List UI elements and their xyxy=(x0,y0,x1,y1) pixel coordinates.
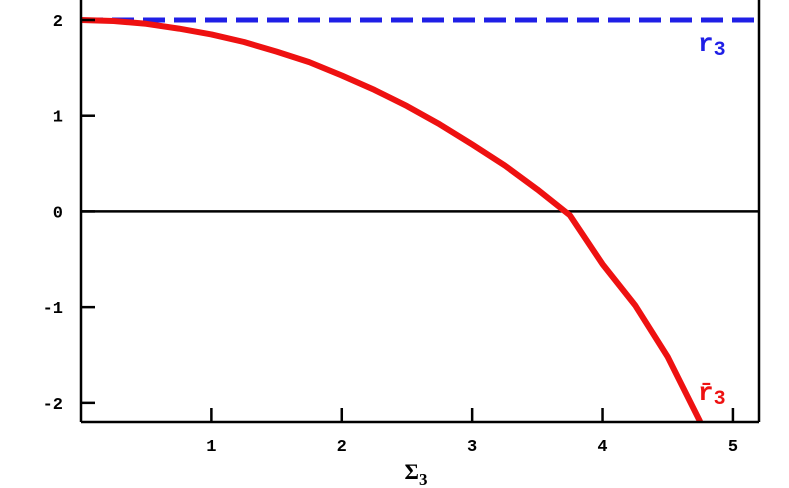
y-tick-label: -1 xyxy=(43,300,63,319)
series-label-main: r̄ xyxy=(698,378,714,408)
series-label-subscript: 3 xyxy=(714,39,726,62)
x-axis-title-subscript: 3 xyxy=(419,470,428,488)
x-tick-label: 4 xyxy=(597,438,607,457)
y-tick-label: 2 xyxy=(53,13,63,32)
series-label-subscript: 3 xyxy=(714,388,726,411)
series-label-main: r xyxy=(698,29,714,59)
y-tick-label: 1 xyxy=(53,109,63,128)
series-label-0: r3 xyxy=(698,29,726,62)
x-tick-label: 5 xyxy=(728,438,738,457)
y-tick-label: 0 xyxy=(53,204,63,223)
x-tick-label: 3 xyxy=(467,438,477,457)
x-tick-label: 2 xyxy=(337,438,347,457)
y-tick-label: -2 xyxy=(43,396,63,415)
x-tick-label: 1 xyxy=(206,438,216,457)
x-axis-title-main: Σ xyxy=(405,459,419,484)
series-label-1: r̄3 xyxy=(698,378,726,411)
x-axis-title: Σ3 xyxy=(405,459,428,488)
series-line-1 xyxy=(81,17,703,422)
